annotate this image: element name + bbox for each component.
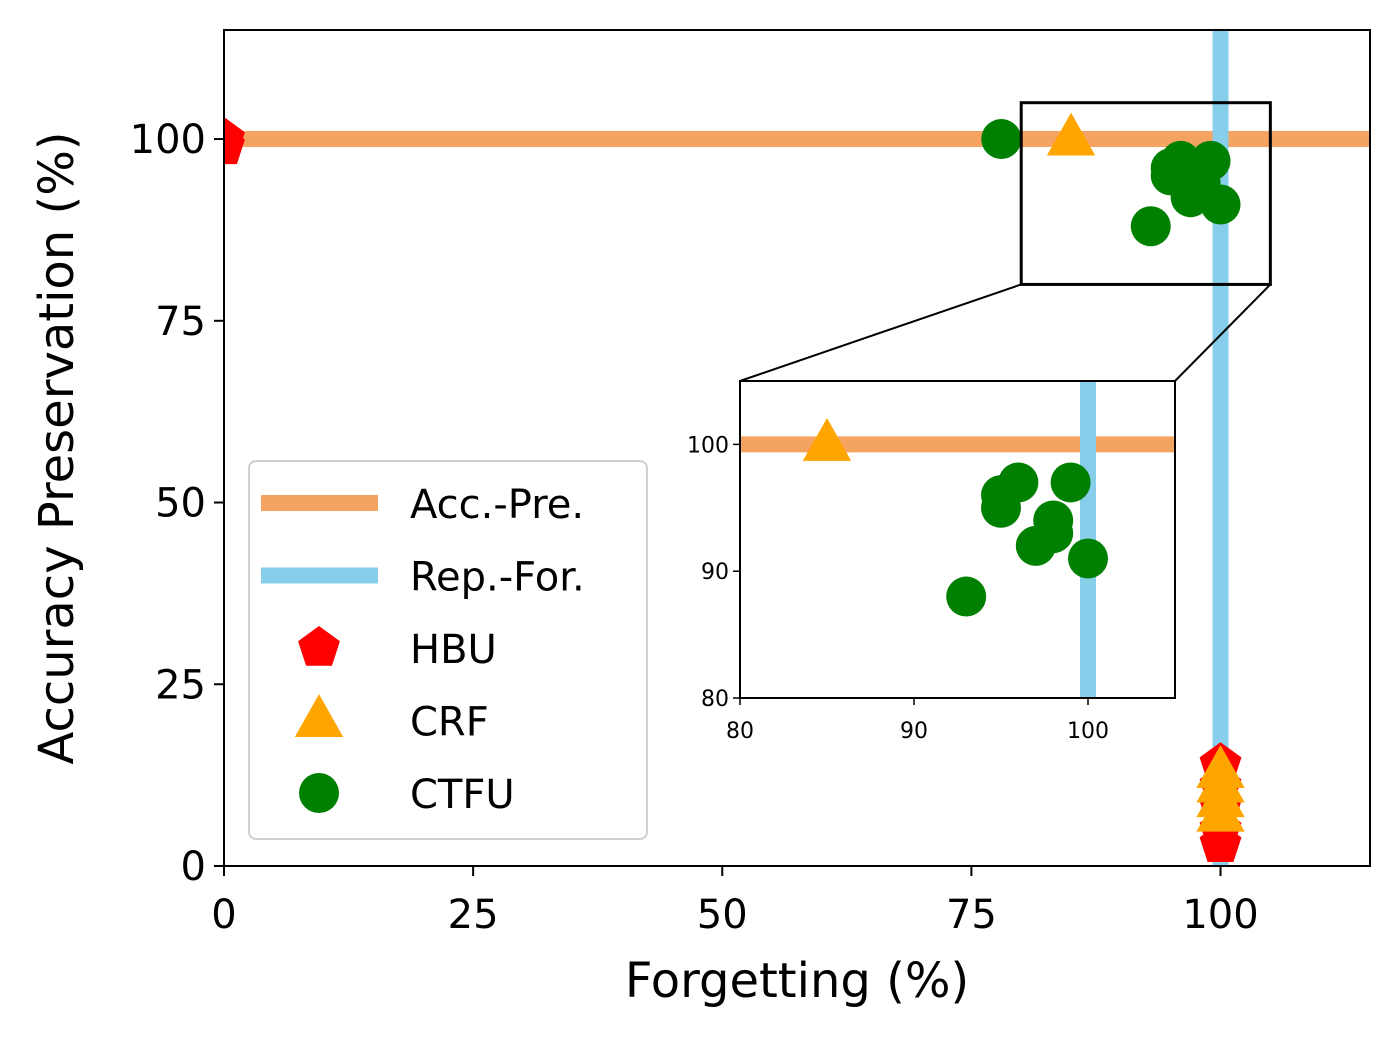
zoom-connector-left bbox=[739, 283, 1022, 382]
main-points bbox=[224, 112, 1245, 862]
zoom-region-box bbox=[1019, 101, 1272, 286]
inset-x-tick-label: 90 bbox=[900, 719, 928, 744]
main-plot-frame bbox=[223, 29, 1371, 867]
inset-point-ctfu bbox=[1068, 538, 1108, 579]
inset-point-ctfu bbox=[998, 462, 1039, 503]
x-tick-label: 100 bbox=[1182, 892, 1258, 938]
x-tick-label: 0 bbox=[211, 892, 236, 938]
inset-y-tick-label: 90 bbox=[701, 560, 729, 585]
point-ctfu bbox=[981, 119, 1022, 160]
inset-x-axis: 80 90 100 bbox=[726, 698, 1109, 744]
y-tick-label: 100 bbox=[130, 117, 206, 163]
point-hbu bbox=[224, 117, 245, 157]
inset-point-ctfu bbox=[1050, 462, 1091, 503]
legend-marker bbox=[298, 626, 340, 666]
inset-y-tick-label: 100 bbox=[687, 433, 729, 458]
legend: Acc.-Pre. Rep.-For. HBU CRF CTFU bbox=[248, 460, 648, 840]
x-axis-title: Forgetting (%) bbox=[625, 953, 969, 1009]
x-tick-label: 50 bbox=[697, 892, 748, 938]
point-hbu bbox=[1199, 822, 1242, 862]
legend-label: Rep.-For. bbox=[410, 555, 585, 601]
legend-box bbox=[248, 460, 648, 840]
inset-points bbox=[802, 418, 1108, 617]
main-y-axis: 0 25 50 75 100 bbox=[130, 117, 224, 890]
x-tick-label: 75 bbox=[946, 892, 997, 938]
y-tick-label: 25 bbox=[155, 662, 206, 708]
main-x-axis: 0 25 50 75 100 bbox=[211, 866, 1259, 938]
legend-label: CRF bbox=[410, 700, 489, 746]
point-ctfu bbox=[1190, 140, 1231, 181]
point-ctfu bbox=[1130, 206, 1171, 247]
y-tick-label: 50 bbox=[155, 481, 206, 527]
y-tick-label: 75 bbox=[155, 299, 206, 345]
inset-x-tick-label: 100 bbox=[1067, 719, 1109, 744]
inset-point-crf bbox=[802, 418, 852, 461]
legend-label: HBU bbox=[410, 627, 497, 673]
inset-y-axis: 80 90 100 bbox=[687, 433, 740, 712]
y-tick-label: 0 bbox=[181, 844, 206, 890]
inset-x-tick-label: 80 bbox=[726, 719, 754, 744]
legend-label: Acc.-Pre. bbox=[410, 482, 584, 528]
legend-marker bbox=[299, 773, 339, 813]
inset-point-ctfu bbox=[1033, 500, 1074, 541]
legend-marker bbox=[294, 694, 344, 737]
inset-point-ctfu bbox=[946, 576, 987, 617]
zoom-indicator bbox=[739, 101, 1272, 382]
point-crf bbox=[1046, 112, 1096, 156]
inset-chart: 80 90 100 80 90 100 bbox=[687, 380, 1176, 744]
x-tick-label: 25 bbox=[448, 892, 499, 938]
inset-y-tick-label: 80 bbox=[701, 687, 729, 712]
legend-label: CTFU bbox=[410, 772, 515, 818]
point-crf bbox=[1196, 788, 1245, 832]
inset-frame bbox=[739, 380, 1176, 699]
zoom-connector-right bbox=[1174, 283, 1272, 382]
point-ctfu bbox=[1200, 184, 1241, 225]
y-axis-title: Accuracy Preservation (%) bbox=[29, 131, 85, 764]
